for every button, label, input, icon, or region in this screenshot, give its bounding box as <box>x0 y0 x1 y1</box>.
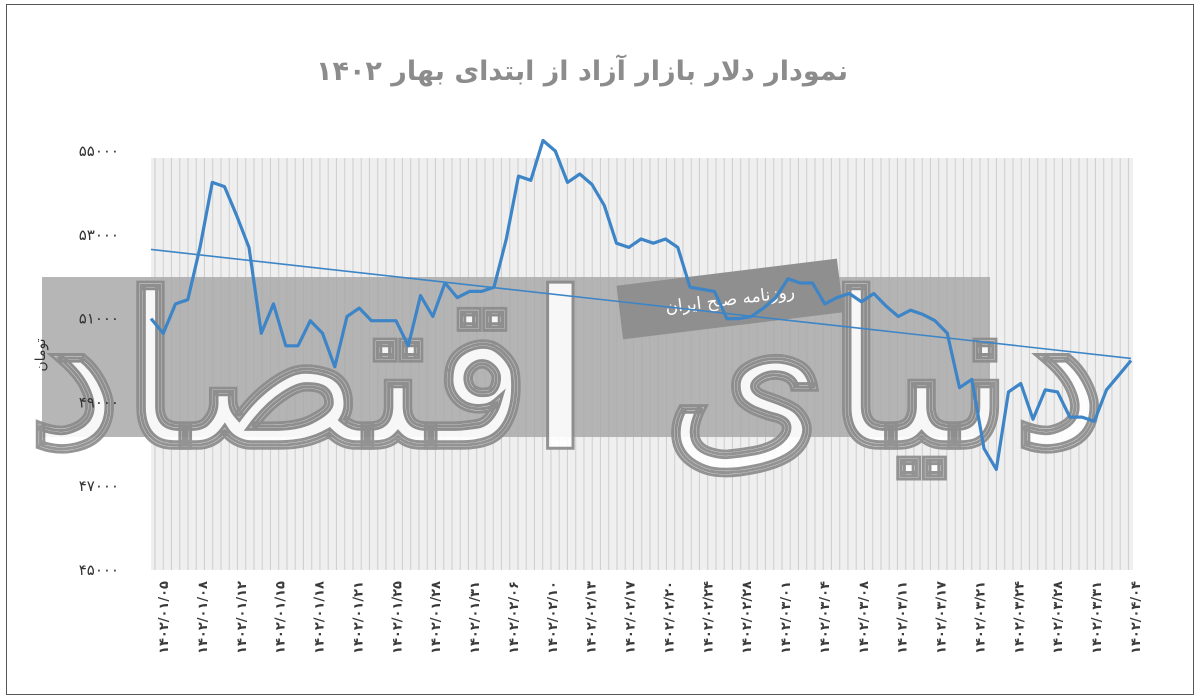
x-tick-label: ۱۴۰۲/۰۱/۲۸ <box>429 581 444 654</box>
y-tick-label: ۴۹۰۰۰ <box>79 393 119 411</box>
y-tick-label: ۵۱۰۰۰ <box>79 310 119 328</box>
y-tick-label: ۴۷۰۰۰ <box>79 477 119 495</box>
watermark-logo: دنیای اقتصاد <box>26 247 1108 497</box>
chart-svg: نمودار دلار بازار آزاد از ابتدای بهار ۱۴… <box>26 54 1144 654</box>
x-tick-label: ۱۴۰۲/۰۳/۰۱ <box>779 581 794 654</box>
y-tick-label: ۴۵۰۰۰ <box>79 561 119 579</box>
x-tick-label: ۱۴۰۲/۰۱/۰۵ <box>157 581 172 654</box>
x-tick-label: ۱۴۰۲/۰۲/۱۳ <box>585 581 600 654</box>
x-tick-label: ۱۴۰۲/۰۱/۱۲ <box>235 581 250 654</box>
x-tick-label: ۱۴۰۲/۰۲/۱۰ <box>546 581 561 654</box>
x-tick-label: ۱۴۰۲/۰۱/۳۱ <box>468 581 483 654</box>
y-axis-label: تومان <box>33 338 49 371</box>
x-tick-label: ۱۴۰۲/۰۱/۲۵ <box>390 581 405 654</box>
x-tick-label: ۱۴۰۲/۰۲/۰۶ <box>507 581 522 654</box>
chart-frame: نمودار دلار بازار آزاد از ابتدای بهار ۱۴… <box>6 4 1194 695</box>
x-axis-ticks: ۱۴۰۲/۰۱/۰۵ ۱۴۰۲/۰۱/۰۸ ۱۴۰۲/۰۱/۱۲ ۱۴۰۲/۰۱/۱۵… <box>157 581 1144 654</box>
x-tick-label: ۱۴۰۲/۰۲/۲۴ <box>701 581 716 654</box>
x-tick-label: ۱۴۰۲/۰۴/۰۴ <box>1129 581 1144 654</box>
x-tick-label: ۱۴۰۲/۰۱/۰۸ <box>196 581 211 654</box>
y-tick-label: ۵۵۰۰۰ <box>79 142 119 160</box>
chart-title: نمودار دلار بازار آزاد از ابتدای بهار ۱۴… <box>316 54 848 87</box>
x-tick-label: ۱۴۰۲/۰۱/۱۸ <box>313 581 328 654</box>
x-tick-label: ۱۴۰۲/۰۳/۲۱ <box>974 581 989 654</box>
x-tick-label: ۱۴۰۲/۰۳/۲۸ <box>1051 581 1066 654</box>
x-tick-label: ۱۴۰۲/۰۳/۰۸ <box>857 581 872 654</box>
x-tick-label: ۱۴۰۲/۰۱/۲۱ <box>351 581 366 654</box>
svg-text:دنیای اقتصاد: دنیای اقتصاد <box>28 248 1107 495</box>
x-tick-label: ۱۴۰۲/۰۳/۲۴ <box>1012 581 1027 654</box>
trendline <box>150 248 1132 360</box>
x-tick-label: ۱۴۰۲/۰۲/۱۷ <box>624 581 639 654</box>
y-axis-ticks: ۵۵۰۰۰ ۵۳۰۰۰ ۵۱۰۰۰ ۴۹۰۰۰ ۴۷۰۰۰ ۴۵۰۰۰ <box>79 142 119 579</box>
x-tick-label: ۱۴۰۲/۰۱/۱۵ <box>274 581 289 654</box>
x-tick-label: ۱۴۰۲/۰۳/۳۱ <box>1090 581 1105 654</box>
x-tick-label: ۱۴۰۲/۰۳/۰۴ <box>818 581 833 654</box>
x-tick-label: ۱۴۰۲/۰۳/۱۷ <box>935 581 950 654</box>
x-tick-label: ۱۴۰۲/۰۲/۲۸ <box>740 581 755 654</box>
series-line <box>149 138 1133 471</box>
y-tick-label: ۵۳۰۰۰ <box>79 226 119 244</box>
x-tick-label: ۱۴۰۲/۰۲/۲۰ <box>662 581 677 654</box>
x-tick-label: ۱۴۰۲/۰۳/۱۱ <box>896 581 911 654</box>
series-group <box>149 138 1133 471</box>
